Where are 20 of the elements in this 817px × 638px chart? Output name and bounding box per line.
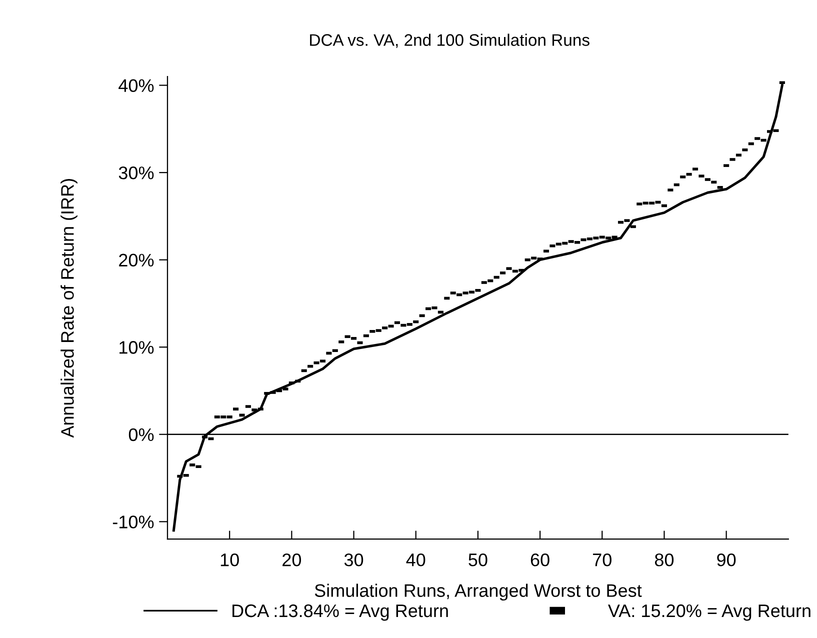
x-tick-label: 40 [406, 553, 426, 566]
y-tick-label: 0% [128, 428, 154, 442]
x-tick-label: 70 [593, 553, 612, 566]
legend-label: DCA :13.84% = Avg Return [232, 604, 448, 621]
y-axis-title: Annualized Rate of Return (IRR) [60, 178, 78, 438]
y-tick-label: 40% [118, 79, 154, 92]
x-axis-title: Simulation Runs, Arranged Worst to Best [314, 584, 642, 601]
x-tick-label: 60 [530, 553, 550, 566]
x-tick-label: 50 [468, 553, 488, 566]
y-tick-label: 10% [120, 341, 154, 354]
x-tick-label: 80 [654, 553, 674, 566]
x-tick-label: 30 [344, 553, 364, 566]
x-tick-label: 20 [282, 553, 302, 566]
chart-title: DCA vs. VA, 2nd 100 Simulation Runs [310, 34, 590, 48]
legend-label: VA: 15.20% = Avg Return [608, 604, 810, 621]
y-tick-label: 30% [118, 166, 154, 180]
x-tick-label: 90 [717, 553, 736, 566]
y-tick-label: -10% [112, 516, 154, 528]
x-tick-label: 10 [220, 553, 239, 566]
y-tick-label: 20% [119, 254, 154, 267]
